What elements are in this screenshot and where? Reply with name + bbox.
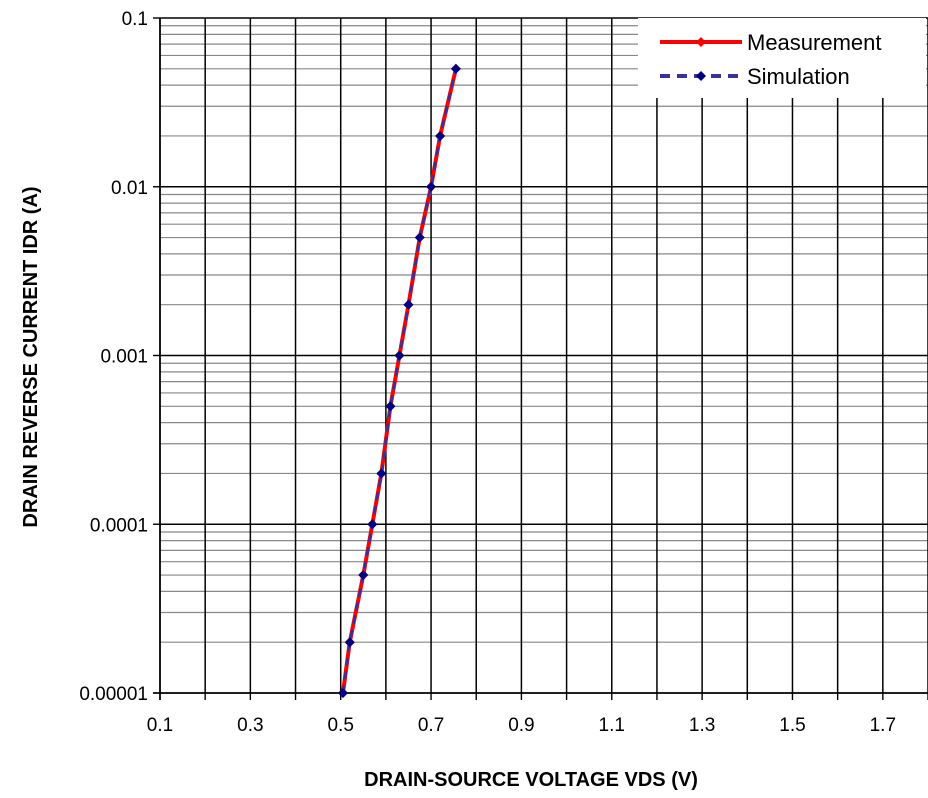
x-tick-label: 1.1	[599, 715, 625, 736]
x-tick-label: 0.9	[508, 715, 534, 736]
data-point-simulation	[385, 401, 396, 412]
y-axis-title: DRAIN REVERSE CURRENT IDR (A)	[20, 186, 42, 527]
data-point-simulation	[344, 637, 355, 648]
data-point-simulation	[337, 688, 348, 698]
axes	[153, 17, 928, 700]
data-point-simulation	[358, 570, 369, 581]
x-tick-labels: 0.1 0.3 0.5 0.7 0.9 1.1 1.3 1.5 1.7	[147, 715, 896, 736]
series-layer	[337, 63, 461, 698]
x-tick-label: 0.5	[327, 715, 353, 736]
x-tick-label: 0.1	[147, 715, 173, 736]
series-line-measurement	[340, 68, 458, 694]
x-tick-label: 0.7	[418, 715, 444, 736]
data-point-simulation	[435, 130, 446, 141]
legend-label-simulation: Simulation	[747, 64, 850, 89]
data-point-simulation	[450, 63, 461, 74]
legend-box	[638, 18, 926, 98]
legend-marker-simulation	[696, 71, 706, 81]
data-point-simulation	[403, 299, 414, 310]
data-point-simulation	[426, 181, 437, 192]
x-axis-title: DRAIN-SOURCE VOLTAGE VDS (V)	[364, 769, 698, 791]
y-tick-label: 0.0001	[90, 515, 148, 536]
data-point-simulation	[394, 350, 405, 361]
x-tick-label: 1.3	[689, 715, 715, 736]
data-point-simulation	[376, 468, 387, 479]
y-tick-label: 0.01	[111, 178, 148, 199]
data-point-simulation	[414, 232, 425, 243]
legend: Measurement Simulation	[638, 18, 926, 98]
x-tick-label: 1.7	[870, 715, 896, 736]
x-tick-label: 1.5	[779, 715, 805, 736]
x-tick-label: 0.3	[237, 715, 263, 736]
data-point-simulation	[367, 519, 378, 530]
y-tick-labels: 0.1 0.01 0.001 0.0001 0.00001	[79, 9, 148, 705]
legend-label-measurement: Measurement	[747, 30, 882, 55]
minor-gridlines	[160, 25, 928, 643]
y-tick-label: 0.001	[100, 347, 148, 368]
y-tick-label: 0.1	[122, 9, 148, 30]
series-line-simulation	[341, 68, 458, 694]
y-tick-label: 0.00001	[79, 684, 148, 705]
legend-marker-measurement	[696, 37, 706, 47]
